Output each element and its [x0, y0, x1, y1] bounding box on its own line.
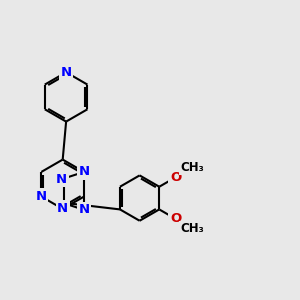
- Text: N: N: [36, 190, 47, 203]
- Text: N: N: [61, 66, 72, 79]
- Text: N: N: [79, 203, 90, 216]
- Text: N: N: [79, 165, 90, 178]
- Text: N: N: [57, 202, 68, 215]
- Text: CH₃: CH₃: [180, 161, 204, 174]
- Text: CH₃: CH₃: [180, 222, 204, 235]
- Text: N: N: [56, 172, 67, 186]
- Text: O: O: [170, 171, 181, 184]
- Text: O: O: [170, 212, 181, 225]
